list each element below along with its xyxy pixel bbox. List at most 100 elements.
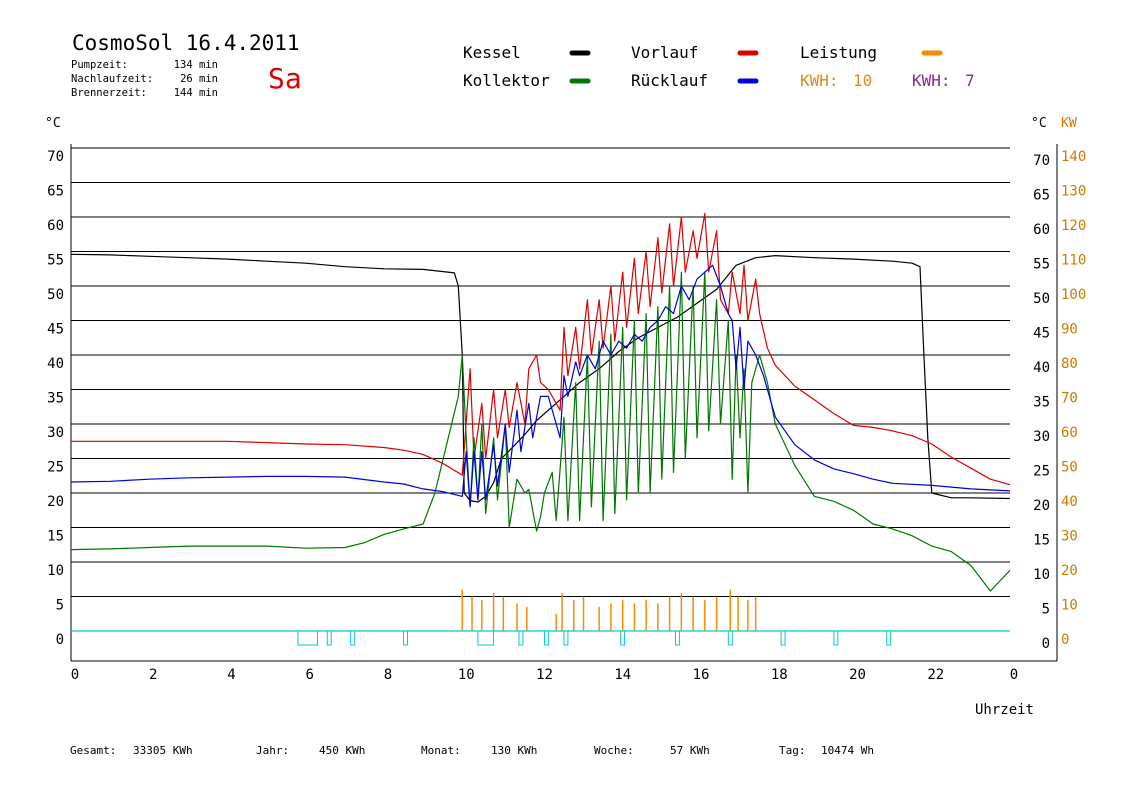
y-tick-left-10: 10 (47, 563, 64, 579)
pump-marker-6 (543, 630, 549, 646)
kw-tick-100: 100 (1061, 287, 1086, 303)
kw-tick-40: 40 (1061, 494, 1078, 510)
left-unit-label: °C (45, 116, 61, 131)
y-tick-left-60: 60 (47, 218, 64, 234)
day-label: Sa (268, 62, 302, 95)
series-kessel-line (70, 253, 1011, 503)
pump-marker-0 (297, 630, 318, 646)
y-tick-right-10: 10 (1033, 567, 1050, 583)
y-tick-right-60: 60 (1033, 222, 1050, 238)
x-tick-12: 0 (1010, 667, 1018, 683)
kwh-orange-label: KWH: (800, 71, 839, 90)
footer-monat-value: 130 KWh (491, 744, 537, 757)
stat-pumpzeit-value: 134 min (174, 59, 218, 71)
legend-vorlauf-label: Vorlauf (631, 43, 698, 62)
x-tick-6: 12 (536, 667, 553, 683)
y-tick-left-50: 50 (47, 287, 64, 303)
kwh-purple-value: 7 (965, 71, 975, 90)
x-tick-4: 8 (384, 667, 392, 683)
pump-marker-10 (727, 630, 733, 646)
footer-gesamt-value: 33305 KWh (133, 744, 193, 757)
legend-leistung-label: Leistung (800, 43, 877, 62)
footer-tag-label: Tag: (779, 744, 806, 757)
stat-brennerzeit-label: Brennerzeit: (71, 87, 147, 99)
y-tick-right-50: 50 (1033, 291, 1050, 307)
y-tick-left-0: 0 (56, 632, 64, 648)
x-tick-1: 2 (149, 667, 157, 683)
pump-marker-9 (674, 630, 680, 646)
x-tick-7: 14 (614, 667, 631, 683)
series-kollektor-line (70, 271, 1011, 592)
footer-jahr-label: Jahr: (256, 744, 289, 757)
kw-tick-120: 120 (1061, 218, 1086, 234)
pump-marker-4 (477, 630, 495, 646)
pump-marker-7 (563, 630, 569, 646)
kwh-purple-label: KWH: (912, 71, 951, 90)
stat-brennerzeit-value: 144 min (174, 87, 218, 99)
y-tick-left-15: 15 (47, 529, 64, 545)
chart-title: CosmoSol 16.4.2011 (72, 31, 300, 55)
pump-marker-2 (350, 630, 356, 646)
kw-tick-20: 20 (1061, 563, 1078, 579)
y-tick-right-20: 20 (1033, 498, 1050, 514)
y-tick-right-35: 35 (1033, 395, 1050, 411)
kw-tick-80: 80 (1061, 356, 1078, 372)
legend-kollektor-label: Kollektor (463, 71, 550, 90)
y-tick-right-5: 5 (1042, 602, 1050, 618)
x-tick-11: 22 (927, 667, 944, 683)
y-tick-left-25: 25 (47, 460, 64, 476)
footer-gesamt-label: Gesamt: (70, 744, 116, 757)
kw-tick-60: 60 (1061, 425, 1078, 441)
y-tick-left-40: 40 (47, 356, 64, 372)
kw-unit-label: KW (1061, 116, 1077, 131)
kwh-orange-value: 10 (853, 71, 872, 90)
y-tick-left-5: 5 (56, 598, 64, 614)
y-tick-right-70: 70 (1033, 153, 1050, 169)
y-tick-left-20: 20 (47, 494, 64, 510)
kw-tick-70: 70 (1061, 391, 1078, 407)
y-tick-right-65: 65 (1033, 188, 1050, 204)
footer-tag-value: 10474 Wh (821, 744, 874, 757)
x-tick-5: 10 (458, 667, 475, 683)
kw-tick-130: 130 (1061, 184, 1086, 200)
y-tick-left-35: 35 (47, 391, 64, 407)
legend-kessel-label: Kessel (463, 43, 521, 62)
x-tick-9: 18 (771, 667, 788, 683)
pump-marker-13 (886, 630, 892, 646)
footer-jahr-value: 450 KWh (319, 744, 365, 757)
kw-tick-110: 110 (1061, 253, 1086, 269)
series (70, 212, 1011, 632)
y-tick-right-45: 45 (1033, 326, 1050, 342)
series-rcklauf-line (70, 264, 1011, 508)
x-tick-10: 20 (849, 667, 866, 683)
right-unit-label: °C (1031, 116, 1047, 131)
kw-tick-90: 90 (1061, 322, 1078, 338)
kw-tick-0: 0 (1061, 632, 1069, 648)
x-tick-2: 4 (227, 667, 235, 683)
series-leistung-spikes (461, 589, 757, 631)
pump-marker-8 (620, 630, 626, 646)
pump-marker-11 (780, 630, 786, 646)
x-tick-8: 16 (693, 667, 710, 683)
y-tick-right-15: 15 (1033, 533, 1050, 549)
y-tick-left-30: 30 (47, 425, 64, 441)
pump-marker-12 (833, 630, 839, 646)
y-tick-right-55: 55 (1033, 257, 1050, 273)
footer-woche-label: Woche: (594, 744, 634, 757)
grid (71, 147, 1010, 597)
x-axis-label: Uhrzeit (975, 702, 1034, 718)
pump-markers (297, 630, 892, 646)
stat-nachlaufzeit-label: Nachlaufzeit: (71, 73, 153, 85)
kw-tick-10: 10 (1061, 598, 1078, 614)
y-tick-right-0: 0 (1042, 636, 1050, 652)
pump-marker-5 (518, 630, 524, 646)
series-vorlauf-line (71, 212, 1011, 486)
pump-marker-3 (403, 630, 408, 646)
stat-pumpzeit-label: Pumpzeit: (71, 59, 128, 71)
x-tick-0: 0 (71, 667, 79, 683)
kw-tick-50: 50 (1061, 460, 1078, 476)
y-tick-right-30: 30 (1033, 429, 1050, 445)
kw-tick-30: 30 (1061, 529, 1078, 545)
